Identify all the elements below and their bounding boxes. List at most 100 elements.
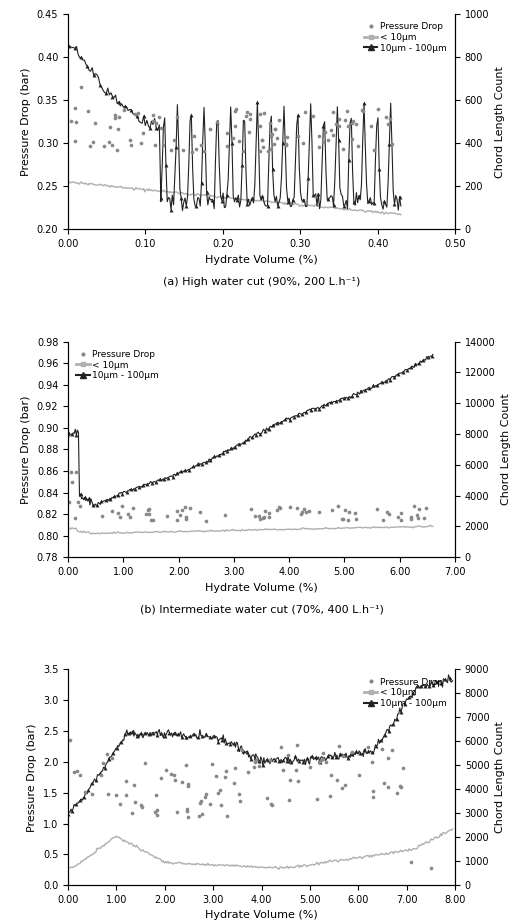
Point	[149, 726, 157, 740]
Point	[301, 505, 310, 520]
Point	[153, 808, 162, 822]
Point	[84, 783, 93, 798]
Point	[179, 143, 187, 158]
Point	[147, 475, 156, 490]
Point	[282, 137, 290, 152]
Point	[301, 105, 309, 120]
Point	[314, 140, 323, 155]
Point	[113, 506, 122, 521]
Point	[131, 482, 139, 497]
Point	[258, 188, 267, 203]
Point	[282, 129, 291, 144]
Point	[201, 786, 210, 801]
Point	[303, 751, 312, 765]
Point	[285, 792, 293, 807]
Point	[169, 133, 178, 148]
Point	[358, 102, 366, 117]
Point	[184, 810, 192, 824]
Point	[265, 421, 273, 436]
Point	[80, 789, 88, 804]
Point	[253, 95, 262, 110]
Point	[223, 138, 231, 153]
Point	[172, 139, 180, 154]
Point	[105, 751, 113, 766]
Point	[353, 387, 361, 402]
Point	[228, 136, 236, 150]
Point	[108, 89, 117, 104]
Point	[141, 755, 149, 770]
Point	[181, 500, 189, 514]
Point	[259, 105, 268, 120]
Point	[147, 513, 155, 527]
Point	[72, 797, 81, 811]
Point	[379, 513, 387, 527]
Point	[422, 500, 430, 514]
Point	[396, 506, 405, 521]
Point	[268, 126, 276, 141]
Point	[380, 195, 389, 209]
Point	[334, 132, 343, 147]
Point	[190, 727, 198, 741]
Point	[121, 99, 129, 113]
Point	[76, 499, 84, 514]
Point	[131, 107, 140, 122]
Point	[152, 475, 160, 490]
Point	[67, 114, 75, 129]
Point	[226, 737, 234, 751]
Point	[367, 119, 375, 134]
Point	[238, 743, 247, 758]
Point	[355, 767, 363, 782]
Point	[64, 807, 72, 822]
Point	[135, 479, 143, 494]
Point	[327, 395, 336, 409]
Point	[173, 110, 181, 124]
Point	[321, 125, 329, 140]
Point	[256, 427, 265, 442]
Point	[339, 142, 348, 157]
Point	[302, 404, 311, 419]
Point	[397, 513, 405, 527]
Point	[369, 790, 377, 805]
Point	[306, 403, 315, 418]
Point	[140, 109, 148, 124]
Point	[149, 108, 157, 123]
Point	[364, 744, 372, 759]
Point	[344, 118, 352, 133]
Point	[324, 191, 333, 206]
Point	[277, 414, 286, 429]
Point	[294, 128, 302, 143]
Point	[295, 753, 303, 768]
Point	[332, 773, 340, 787]
Legend: Pressure Drop, < 10μm, 10μm - 100μm: Pressure Drop, < 10μm, 10μm - 100μm	[360, 674, 450, 712]
Point	[81, 490, 89, 504]
Point	[122, 485, 131, 500]
Point	[393, 786, 402, 800]
Point	[251, 760, 259, 774]
Point	[72, 465, 81, 479]
Point	[173, 513, 181, 527]
Point	[428, 349, 436, 363]
Point	[218, 732, 226, 747]
Point	[393, 712, 401, 727]
Point	[248, 190, 256, 205]
Point	[163, 509, 171, 524]
Point	[93, 498, 101, 513]
Point	[104, 786, 112, 801]
Point	[258, 133, 266, 148]
Point	[217, 798, 225, 812]
Y-axis label: Chord Length Count: Chord Length Count	[495, 721, 505, 833]
Point	[322, 754, 331, 769]
Point	[338, 512, 347, 526]
Point	[271, 122, 279, 136]
Point	[380, 775, 389, 790]
Point	[105, 135, 113, 149]
Point	[284, 748, 292, 762]
Point	[395, 189, 404, 204]
Point	[261, 503, 269, 518]
Point	[88, 786, 96, 801]
Point	[195, 809, 203, 823]
Point	[161, 728, 169, 743]
Point	[419, 352, 428, 367]
Point	[246, 751, 255, 766]
Point	[286, 500, 294, 514]
